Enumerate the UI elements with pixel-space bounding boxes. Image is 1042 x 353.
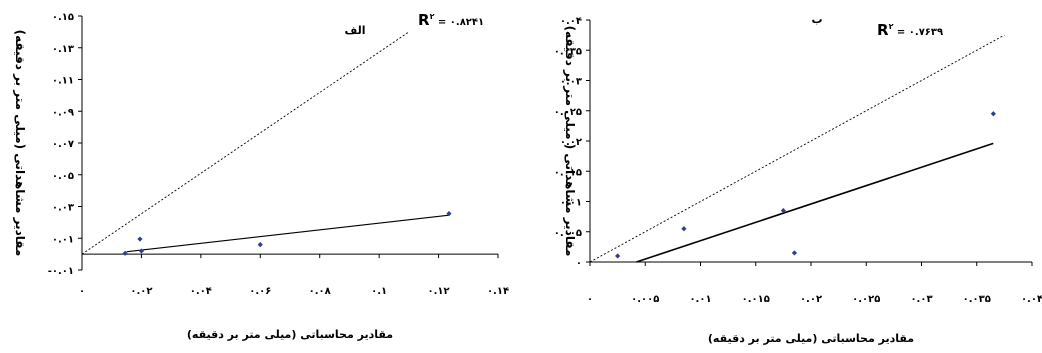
y-tick-label: ۰.۰۱۵ (554, 167, 582, 178)
y-tick-label: ۰ (576, 258, 582, 269)
data-point (137, 236, 143, 242)
r-squared-value: = ۰.۸۲۴۱ (434, 17, 484, 28)
y-tick-label: ۰.۰۳ (560, 77, 582, 88)
chart-title: الف (344, 24, 365, 37)
x-tick-label: ۰.۰۱ (689, 294, 711, 305)
data-point (791, 250, 798, 256)
y-tick-label: ۰.۰۳ (52, 203, 74, 214)
x-tick-label: ۰.۰۲ (130, 286, 152, 297)
x-tick-label: ۰.۰۳ (910, 294, 932, 305)
x-axis-label: مقادیر محاسباتی (میلی متر بر دقیقه) (708, 332, 914, 345)
y-tick-label: ۰.۱۵ (52, 12, 74, 23)
r-squared-annotation: R۲ = ۰.۸۲۴۱ (418, 11, 484, 29)
x-tick-label: ۰.۰۴ (190, 286, 212, 297)
reference-line (589, 34, 1005, 263)
data-point (257, 242, 263, 248)
r-squared-symbol: R (418, 11, 430, 29)
x-tick-label: ۰.۰۶ (249, 286, 271, 297)
r-squared-exponent: ۲ (430, 12, 435, 21)
y-tick-label: ۰.۰۳۵ (554, 46, 582, 57)
r-squared-annotation: R۲ = ۰.۷۶۳۹ (877, 21, 943, 39)
y-tick-label: ۰.۱۳ (52, 44, 74, 55)
data-point (446, 211, 452, 217)
data-point (681, 226, 687, 232)
x-tick-label: ۰.۰۲۵ (852, 294, 880, 305)
y-tick-label: ۰.۰۷ (52, 139, 74, 150)
r-squared-exponent: ۲ (889, 22, 894, 31)
x-tick-label: ۰.۰۳۵ (963, 294, 991, 305)
x-tick-label: ۰ (79, 286, 85, 297)
y-tick-label: ۰.۱۱ (52, 76, 74, 87)
data-point (615, 253, 621, 259)
x-axis-label: مقادیر محاسباتی (میلی متر بر دقیقه) (187, 328, 393, 341)
x-tick-label: ۰.۱۲ (428, 286, 450, 297)
y-axis-label: مقادیر مشاهداتی ( میلی متر بر دقیقه) (563, 26, 577, 257)
x-tick-label: ۰.۰۱۵ (742, 294, 770, 305)
y-tick-label: ۰.۰۹ (52, 107, 74, 118)
y-tick-label: ۰.۰۰۵ (554, 228, 582, 239)
x-tick-label: ۰.۰۸ (309, 286, 331, 297)
reference-line (81, 31, 410, 255)
data-point (122, 250, 128, 256)
x-tick-label: ۰.۰۰۵ (631, 294, 659, 305)
y-tick-label: ۰.۰۲۵ (554, 107, 582, 118)
data-point (780, 207, 786, 214)
y-tick-label: ۰.۰۵ (52, 171, 74, 182)
x-tick-label: ۰.۰۴ (1021, 294, 1042, 305)
r-squared-symbol: R (877, 21, 889, 39)
chart-title: ب (811, 13, 822, 26)
data-point (990, 111, 996, 117)
regression-line (126, 214, 450, 253)
chart-2: ۰ ۰.۰۰۵ ۰.۰۱ ۰.۰۱۵ ۰.۰۲ ۰.۰۲۵ ۰.۰۳ ۰.۰۳۵ ۰.۰۴ ۰ ۰.… (554, 13, 1042, 345)
y-tick-label: ۰.۰۱ (52, 234, 74, 245)
x-tick-label: ۰.۱۴ (487, 286, 509, 297)
chart-1: -۰.۰۱ ۰.۰۱ ۰.۰۳ ۰.۰۵ ۰.۰۷ ۰.۰۹ ۰.۱۱ ۰.۱۳ ۰.۱۵ ۰ ۰.… (13, 11, 509, 341)
y-axis-label: مقادیر مشاهداتی (میلی متر بر دقیقه) (13, 30, 27, 257)
y-tick-label: ۰.۰۴ (560, 16, 582, 27)
x-tick-label: ۰.۰۲ (800, 294, 822, 305)
y-tick-label: ۰.۰۲ (560, 137, 582, 148)
x-tick-label: ۰ (587, 294, 593, 305)
y-tick-label: ۰.۰۱ (560, 198, 582, 209)
data-point (138, 248, 145, 254)
x-tick-label: ۰.۱ (371, 286, 387, 297)
r-squared-value: = ۰.۷۶۳۹ (893, 27, 943, 38)
regression-line (636, 142, 994, 263)
y-tick-label: -۰.۰۱ (48, 266, 74, 277)
